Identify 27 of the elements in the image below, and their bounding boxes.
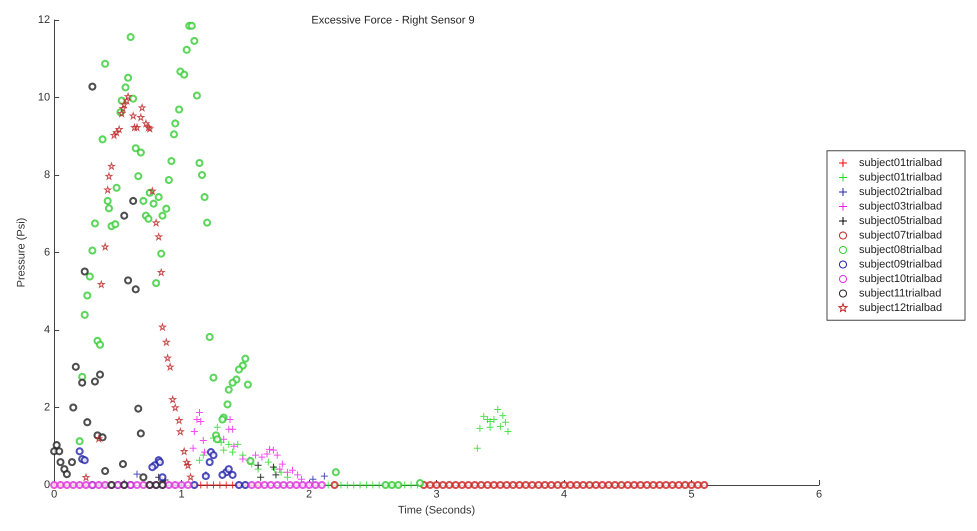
- legend-label: subject08trialbad: [859, 244, 942, 256]
- legend-label: subject11trialbad: [859, 288, 942, 300]
- legend-label: subject07trialbad: [859, 230, 942, 242]
- legend-label: subject01trialbad: [859, 157, 942, 169]
- y-axis-title: Pressure (Psi): [16, 218, 28, 288]
- y-tick-label: 0: [44, 479, 50, 491]
- legend-label: subject10trialbad: [859, 273, 942, 285]
- y-tick-label: 10: [38, 92, 50, 104]
- x-tick-label: 3: [434, 488, 440, 500]
- y-tick-label: 2: [44, 402, 50, 414]
- y-tick-label: 6: [44, 246, 50, 258]
- y-tick-label: 4: [44, 324, 50, 336]
- x-axis-title: Time (Seconds): [398, 504, 476, 516]
- chart-title: Excessive Force - Right Sensor 9: [311, 14, 475, 26]
- legend-label: subject05trialbad: [859, 215, 942, 227]
- x-tick-label: 1: [178, 488, 185, 500]
- legend-label: subject02trialbad: [859, 186, 942, 198]
- legend-label: subject09trialbad: [859, 258, 942, 270]
- legend-label: subject01trialbad: [859, 172, 942, 184]
- legend-label: subject12trialbad: [859, 302, 942, 314]
- x-tick-label: 2: [306, 488, 312, 500]
- x-tick-label: 4: [560, 488, 568, 500]
- x-tick-label: 5: [688, 488, 695, 500]
- x-tick-label: 6: [816, 488, 822, 500]
- legend-label: subject03trialbad: [859, 200, 942, 212]
- y-tick-label: 12: [38, 14, 50, 26]
- y-tick-label: 8: [44, 169, 50, 181]
